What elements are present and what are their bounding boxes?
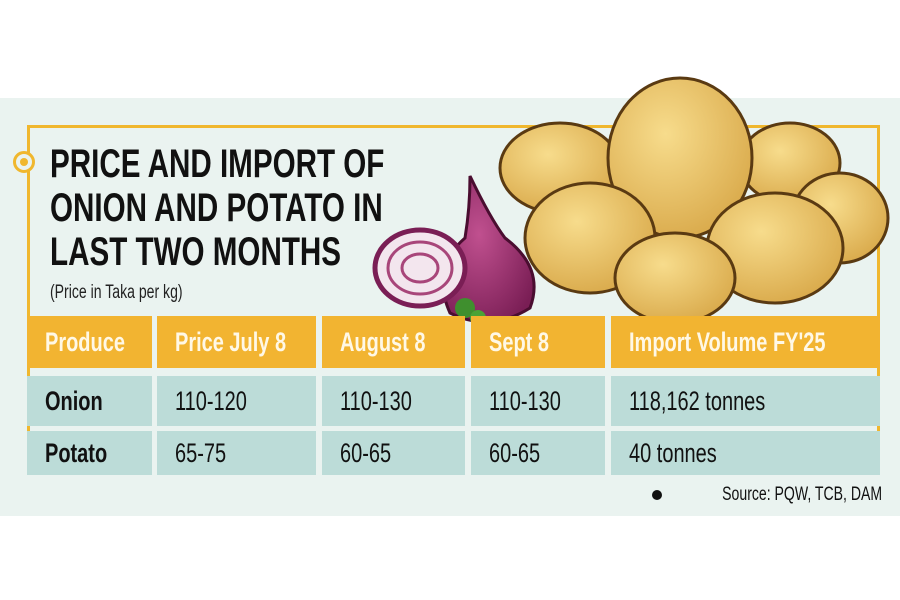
bullet-ring-icon <box>13 151 35 173</box>
table-cell: 118,162 tonnes <box>611 376 880 426</box>
source-text: Source: PQW, TCB, DAM <box>722 484 882 505</box>
table-cell-produce: Potato <box>27 431 152 475</box>
title: PRICE AND IMPORT OF ONION AND POTATO IN … <box>50 142 502 274</box>
bullet-icon <box>651 489 662 500</box>
potato-icon <box>498 76 890 325</box>
table-cell: 110-130 <box>471 376 605 426</box>
frame-border <box>27 125 880 475</box>
header-sept: Sept 8 <box>471 316 605 368</box>
title-line: ONION AND POTATO IN <box>50 186 383 230</box>
table-cell: 60-65 <box>471 431 605 475</box>
header-august: August 8 <box>322 316 465 368</box>
table-cell: 60-65 <box>322 431 465 475</box>
title-line: PRICE AND IMPORT OF <box>50 142 385 186</box>
table-cell: 110-120 <box>157 376 316 426</box>
onion-icon <box>372 175 536 326</box>
header-price-july: Price July 8 <box>157 316 316 368</box>
source-note: Source: PQW, TCB, DAM <box>651 484 882 506</box>
subtitle: (Price in Taka per kg) <box>50 282 183 303</box>
table-cell: 40 tonnes <box>611 431 880 475</box>
table-cell: 65-75 <box>157 431 316 475</box>
title-line: LAST TWO MONTHS <box>50 230 342 274</box>
header-produce: Produce <box>27 316 152 368</box>
onion-potato-illustration <box>372 76 890 326</box>
table-cell-produce: Onion <box>27 376 152 426</box>
table-cell: 110-130 <box>322 376 465 426</box>
header-import-volume: Import Volume FY'25 <box>611 316 880 368</box>
